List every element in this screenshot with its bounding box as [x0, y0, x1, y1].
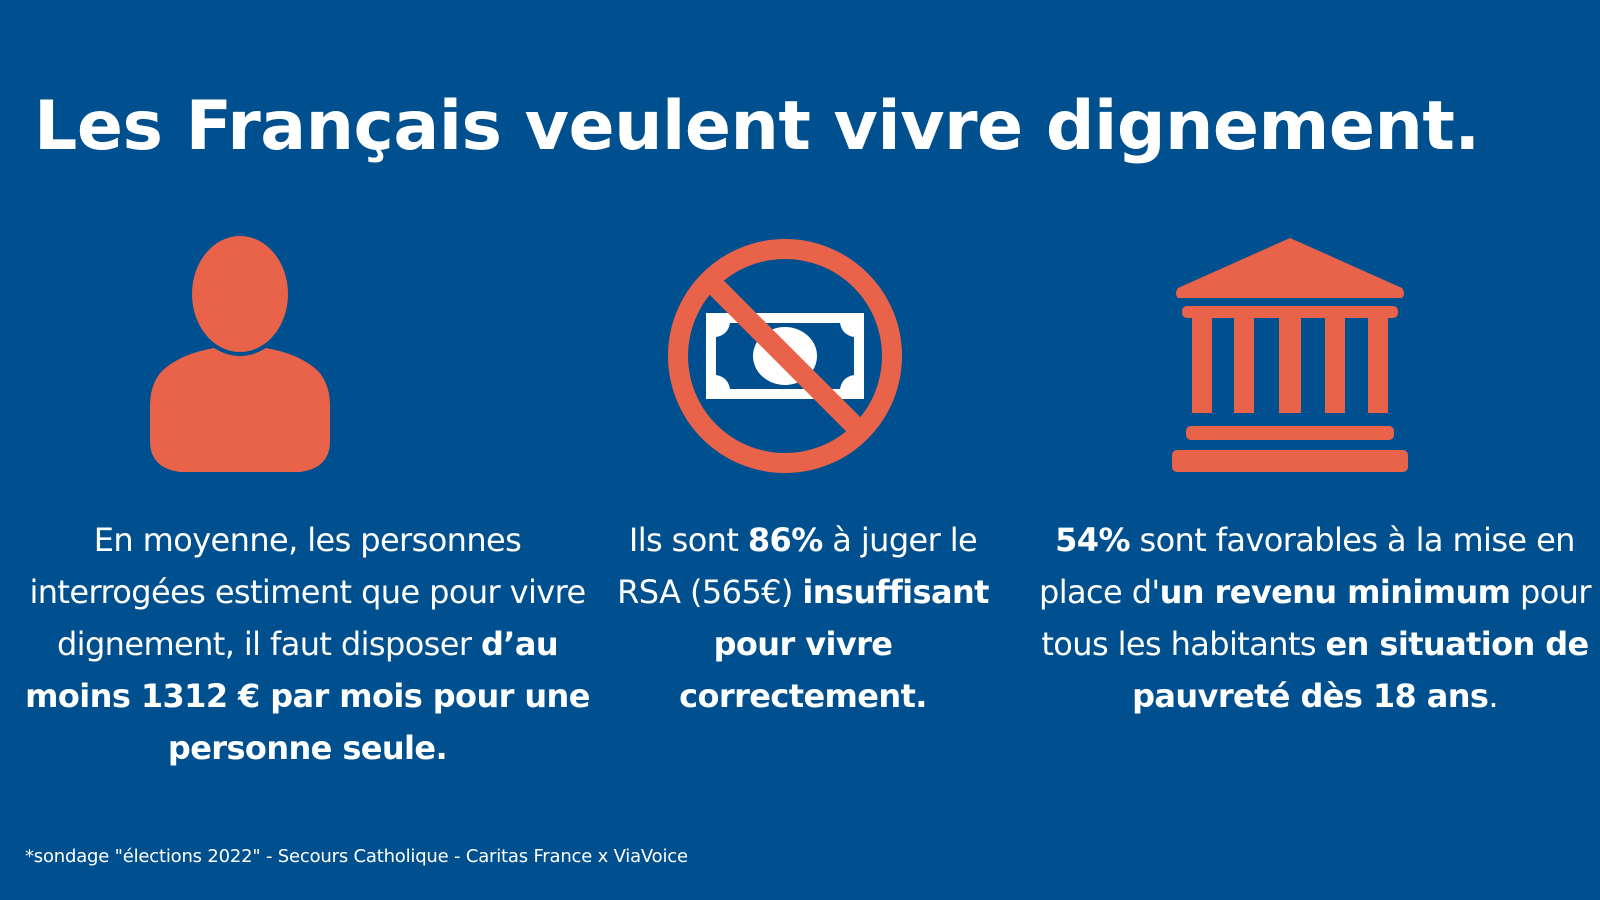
- text-run: à juger le RSA (565€): [617, 521, 978, 611]
- text-run: .: [1488, 677, 1498, 715]
- source-footnote: *sondage "élections 2022" - Secours Cath…: [25, 846, 688, 867]
- no-money-icon: [668, 239, 902, 473]
- text-run: Ils sont: [628, 521, 748, 559]
- text-run-bold: insuffisant pour vivre correctement.: [679, 573, 989, 715]
- page-title: Les Français veulent vivre dignement.: [34, 87, 1480, 166]
- person-icon: [150, 236, 330, 472]
- text-run: pour tous les habitants: [1041, 573, 1591, 663]
- text-run-bold: en situation de pauvreté dès 18 ans: [1132, 625, 1589, 715]
- text-run: sont favorables à la mise en place d': [1039, 521, 1575, 611]
- stat-text-revenu-minimum: 54% sont favorables à la mise en place d…: [1030, 514, 1600, 722]
- text-run-bold: 54%: [1055, 521, 1130, 559]
- text-run: En moyenne, les personnes interrogées es…: [29, 521, 586, 663]
- text-run-bold: 86%: [747, 521, 823, 559]
- text-run-bold: un revenu minimum: [1159, 573, 1511, 611]
- banknote-icon: [706, 313, 864, 399]
- stat-text-rsa: Ils sont 86% à juger le RSA (565€) insuf…: [598, 514, 1008, 722]
- bank-building-icon: [1172, 238, 1408, 472]
- text-run-bold: d’au moins 1312 € par mois pour une pers…: [25, 625, 590, 767]
- stat-text-minimum-income: En moyenne, les personnes interrogées es…: [20, 514, 595, 774]
